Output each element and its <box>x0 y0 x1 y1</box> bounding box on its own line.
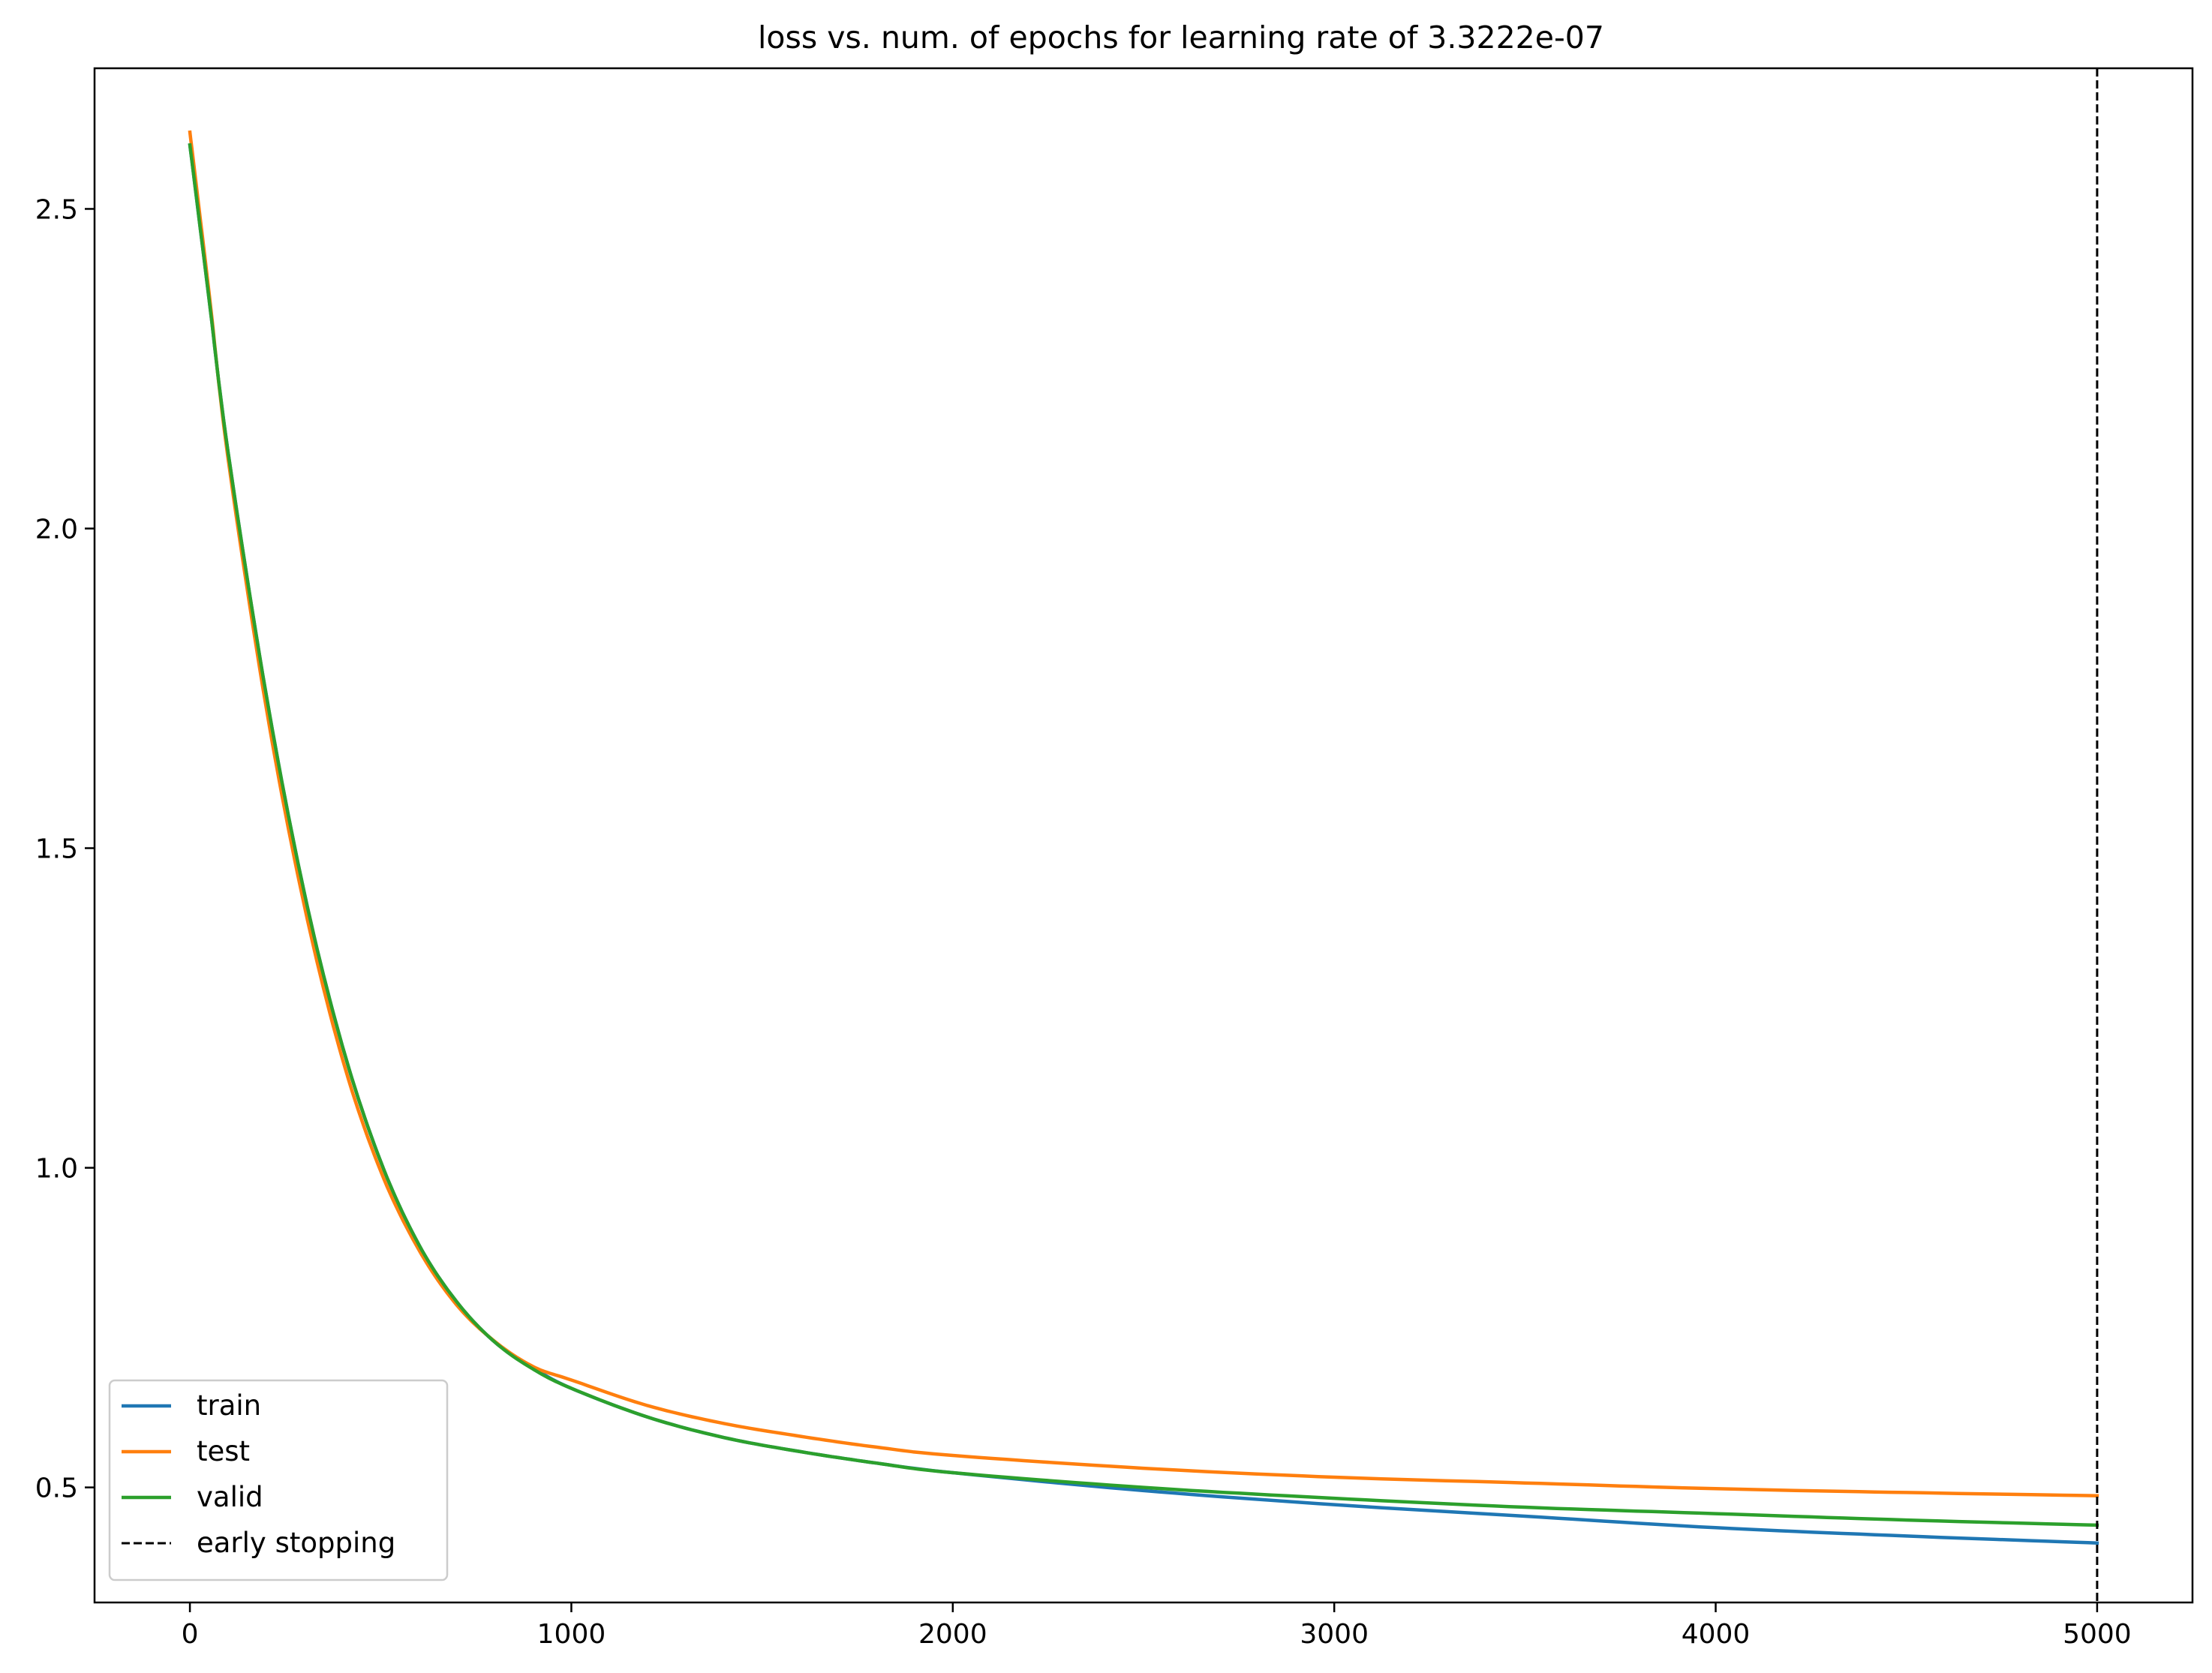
series-lines <box>188 68 2099 1602</box>
y-tick-label: 2.5 <box>35 194 78 225</box>
series-line-test <box>188 130 2099 1497</box>
x-tick-label: 2000 <box>918 1619 987 1650</box>
legend-box <box>108 1379 449 1581</box>
legend-label-valid: valid <box>197 1481 263 1513</box>
y-tick-label: 1.5 <box>35 834 78 865</box>
legend-label-early-stopping: early stopping <box>197 1527 395 1559</box>
plot-frame <box>93 67 2194 1604</box>
axis-ticks: 0 1000 2000 3000 4000 5000 0.5 1.0 1.5 2.0 2.5 <box>35 194 2132 1650</box>
series-line-valid <box>188 143 2099 1527</box>
y-tick-label: 2.0 <box>35 515 78 545</box>
x-tick-label: 0 <box>182 1619 199 1650</box>
legend-label-test: test <box>197 1435 250 1467</box>
y-tick-label: 1.0 <box>35 1154 78 1185</box>
legend-label-train: train <box>197 1389 261 1422</box>
legend: train test valid early stopping <box>108 1379 449 1581</box>
y-tick-label: 0.5 <box>35 1473 78 1504</box>
x-tick-label: 5000 <box>2063 1619 2132 1650</box>
x-tick-label: 4000 <box>1682 1619 1751 1650</box>
x-tick-label: 3000 <box>1300 1619 1369 1650</box>
chart-title: loss vs. num. of epochs for learning rat… <box>758 20 1604 56</box>
x-tick-label: 1000 <box>537 1619 606 1650</box>
